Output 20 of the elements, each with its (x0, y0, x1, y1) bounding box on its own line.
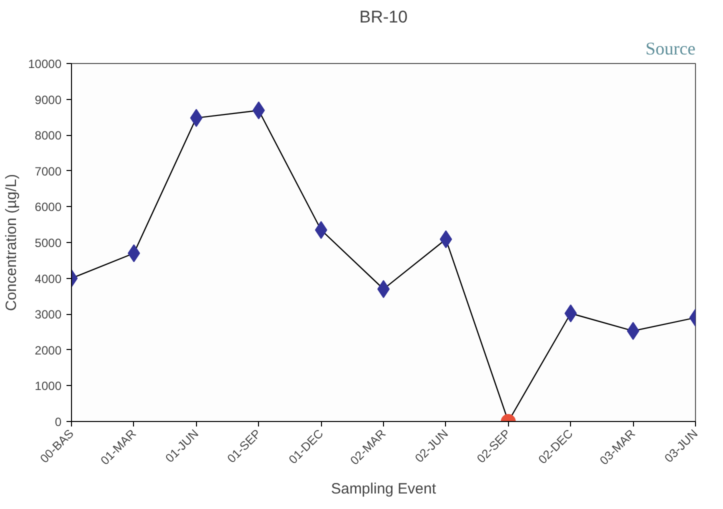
y-tick-label: 1000 (34, 379, 62, 394)
y-tick-label: 2000 (34, 343, 62, 358)
text: Source (646, 38, 696, 58)
point (626, 322, 640, 340)
y-tick-label: 8000 (34, 128, 62, 143)
y-tick-label: 4000 (34, 272, 62, 286)
y-tick-label: 0 (54, 415, 62, 429)
y-tick-label: 5000 (34, 236, 62, 250)
y-axis-title: Concentration (µg/L) (3, 174, 20, 312)
point (128, 244, 140, 262)
y-tick-label: 10000 (28, 57, 62, 71)
point (314, 220, 328, 239)
point (440, 230, 452, 248)
y-tick-label: 9000 (34, 92, 62, 107)
y-tick-label: 7000 (34, 164, 62, 178)
point (377, 280, 390, 298)
x-axis-title: Sampling Event (330, 480, 437, 498)
chart-title: BR-10 (359, 8, 408, 26)
y-tick-label: 3000 (34, 308, 62, 322)
y-tick-label: 6000 (34, 200, 62, 214)
